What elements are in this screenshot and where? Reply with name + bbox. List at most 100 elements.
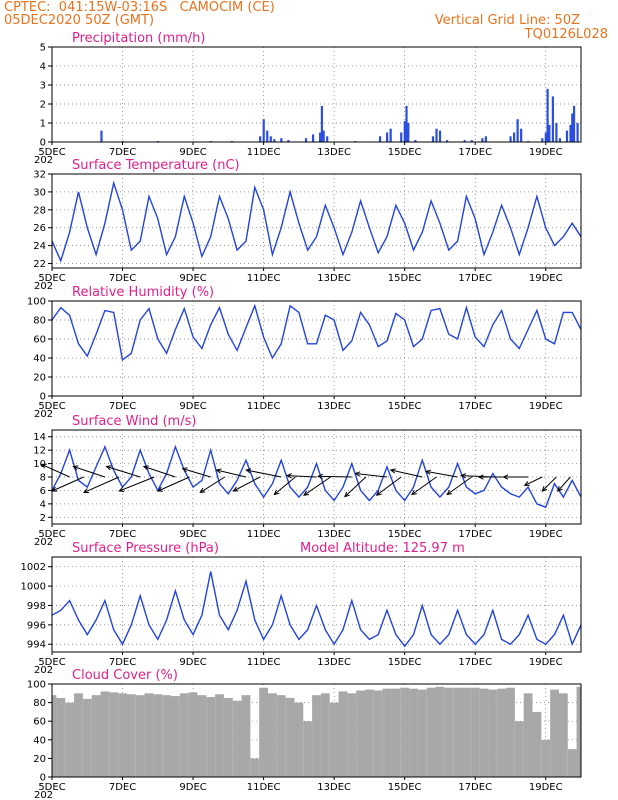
x-tick-label: 13DEC	[317, 657, 351, 668]
x-tick-label: 9DEC	[179, 147, 206, 158]
wind-arrowhead	[118, 486, 125, 492]
cloud-bar	[320, 693, 330, 777]
x-tick-label: 13DEC	[317, 401, 351, 412]
precip-frame	[51, 46, 582, 143]
cloud-bar	[312, 695, 321, 777]
x-tick-label: 5DEC	[38, 147, 65, 158]
cloud-bar	[550, 689, 559, 777]
cloud-bar	[303, 721, 313, 777]
cloud-bar	[144, 693, 154, 777]
wind-vector	[157, 476, 190, 492]
wind-vector	[274, 476, 296, 495]
x-year-label: 202	[34, 155, 53, 166]
precip-bar	[386, 132, 389, 142]
pres-title: Surface Pressure (hPa)	[72, 541, 219, 556]
x-tick-label: 15DEC	[388, 529, 422, 540]
cloud-bar	[373, 690, 383, 777]
x-tick-label: 19DEC	[529, 529, 563, 540]
precip-bar	[546, 88, 549, 142]
wind-vector	[390, 469, 423, 478]
x-tick-label: 11DEC	[247, 782, 281, 793]
precip-bar	[481, 138, 484, 142]
precip-bar	[512, 132, 516, 142]
precip-bar	[445, 140, 449, 142]
precip-bar	[273, 139, 276, 142]
wind-arrowhead	[389, 468, 396, 474]
cloud-bar	[514, 721, 524, 777]
wind-arrowhead	[82, 488, 90, 494]
temp-panel: 22 24 26 28 30 32 5DEC 7DEC 9DEC 11DEC 13DEC 15DEC 1…	[33, 158, 582, 292]
precip-bar	[544, 132, 547, 142]
x-year-label: 202	[34, 665, 53, 676]
precip-bar	[322, 130, 325, 142]
precip-bar	[259, 136, 262, 142]
wind-arrowhead	[317, 473, 323, 480]
wind-arrowhead	[502, 474, 509, 480]
cloud-panel: 0 20 40 60 80 100 5DEC 7DEC 9DEC 11DEC 13DEC 15DEC 1…	[27, 668, 582, 800]
wind-arrowhead	[477, 474, 484, 480]
cloud-bar	[135, 695, 145, 777]
x-year-label: 202	[34, 537, 53, 548]
cloud-bar	[294, 702, 304, 777]
wind-vector	[524, 476, 543, 486]
cloud-bar	[364, 689, 374, 777]
x-tick-label: 9DEC	[179, 401, 206, 412]
wind-vector	[318, 475, 352, 478]
precip-bar	[431, 136, 435, 142]
wind-vector	[233, 476, 261, 492]
wind-vector	[73, 466, 106, 478]
rh-panel: 0 20 40 60 80 100 5DEC 7DEC 9DEC 11DEC 13DEC 15DEC 1…	[27, 285, 582, 420]
wind-vector	[541, 476, 557, 492]
x-tick-label: 11DEC	[247, 273, 281, 284]
cloud-bar	[479, 688, 489, 777]
cloud-bar	[268, 693, 277, 777]
y-tick-label: 996	[27, 620, 46, 631]
y-tick-label: 0	[40, 138, 46, 149]
wind-arrowhead	[446, 489, 453, 496]
cloud-bar	[356, 690, 365, 777]
x-year-label: 202	[34, 409, 53, 420]
wind-vector	[446, 476, 472, 495]
cloud-bar	[453, 687, 462, 777]
wind-arrowhead	[142, 465, 149, 471]
y-tick-label: 998	[27, 601, 46, 612]
pres-subtitle: Model Altitude: 125.97 m	[300, 541, 465, 556]
wind-vector	[344, 476, 367, 497]
x-tick-label: 7DEC	[109, 529, 136, 540]
x-tick-label: 19DEC	[529, 401, 563, 412]
precip-bar	[378, 136, 382, 142]
y-tick-label: 994	[27, 640, 46, 651]
x-year-label: 202	[34, 790, 53, 800]
wind-series-line	[51, 444, 582, 509]
precip-bar	[470, 140, 473, 142]
x-tick-label: 19DEC	[529, 273, 563, 284]
wind-vector	[41, 463, 70, 478]
cloud-bar	[91, 695, 101, 777]
header-model-code: TQ0126L028	[524, 27, 608, 42]
y-tick-label: 100	[27, 680, 46, 691]
cloud-bar	[206, 697, 216, 777]
wind-arrowhead	[156, 486, 164, 492]
x-tick-label: 15DEC	[388, 657, 422, 668]
cloud-bar	[506, 687, 515, 777]
x-tick-label: 11DEC	[247, 401, 281, 412]
wind-vector	[303, 476, 331, 496]
wind-vector	[52, 476, 84, 492]
cloud-bar	[347, 693, 357, 777]
precip-bar	[326, 136, 329, 142]
x-tick-label: 17DEC	[458, 782, 492, 793]
precip-bar	[551, 96, 554, 142]
x-tick-label: 11DEC	[247, 657, 281, 668]
x-tick-label: 13DEC	[317, 147, 351, 158]
x-tick-label: 11DEC	[247, 147, 281, 158]
cloud-bar	[541, 739, 551, 777]
x-tick-label: 9DEC	[179, 657, 206, 668]
temp-frame	[51, 173, 582, 269]
x-tick-label: 7DEC	[109, 147, 136, 158]
x-tick-label: 5DEC	[38, 529, 65, 540]
header-grid-line: Vertical Grid Line: 50Z	[434, 13, 580, 28]
y-tick-label: 28	[33, 205, 46, 216]
wind-arrowhead	[354, 471, 361, 477]
cloud-bar	[250, 758, 260, 777]
wind-vector	[355, 473, 388, 478]
